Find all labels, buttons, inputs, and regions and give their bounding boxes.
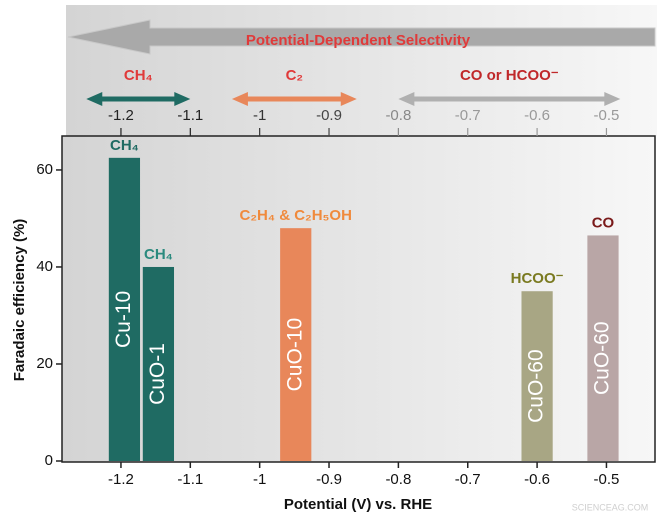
x-axis-label: Potential (V) vs. RHE xyxy=(284,496,432,513)
bar xyxy=(142,266,175,461)
bar-name: Cu-10 xyxy=(112,291,135,348)
product-label: CO xyxy=(592,214,615,231)
bar-name: CuO-60 xyxy=(525,349,548,423)
x-tick-label: -1 xyxy=(253,471,266,488)
x-tick-label: -1.2 xyxy=(108,471,134,488)
y-tick-label: 40 xyxy=(36,258,53,275)
range-label: C₂ xyxy=(286,67,304,84)
product-label: HCOO⁻ xyxy=(511,270,564,287)
bar xyxy=(587,235,619,461)
x-tick-label: -0.8 xyxy=(385,471,411,488)
bar-name: CuO-60 xyxy=(591,321,614,395)
bar-name: CuO-10 xyxy=(283,318,306,392)
top-tick-label: -1.1 xyxy=(177,107,203,124)
x-tick-label: -0.6 xyxy=(524,471,550,488)
top-tick-label: -1 xyxy=(253,107,266,124)
top-panel xyxy=(66,5,657,136)
y-tick-label: 60 xyxy=(36,161,53,178)
range-arrow xyxy=(86,92,191,106)
top-tick-label: -0.5 xyxy=(594,107,620,124)
y-axis-label: Faradaic efficiency (%) xyxy=(11,219,28,382)
range-label: CO or HCOO⁻ xyxy=(460,67,559,84)
range-arrow xyxy=(398,92,621,106)
bar xyxy=(108,157,141,461)
selectivity-arrow xyxy=(67,19,656,55)
x-tick-label: -0.5 xyxy=(594,471,620,488)
bar-name: CuO-1 xyxy=(146,343,169,405)
bar xyxy=(280,228,312,461)
range-arrow xyxy=(231,92,357,106)
y-tick-label: 20 xyxy=(36,355,53,372)
top-tick-label: -1.2 xyxy=(108,107,134,124)
top-tick-label: -0.8 xyxy=(385,107,411,124)
panel-title: Potential-Dependent Selectivity xyxy=(246,32,471,49)
watermark: SCIENCEAG.COM xyxy=(572,502,649,512)
x-tick-label: -0.9 xyxy=(316,471,342,488)
product-label: CH₄ xyxy=(110,137,139,154)
top-tick-label: -0.7 xyxy=(455,107,481,124)
x-tick-label: -0.7 xyxy=(455,471,481,488)
top-tick-label: -0.9 xyxy=(316,107,342,124)
x-tick-label: -1.1 xyxy=(177,471,203,488)
product-label: C₂H₄ & C₂H₅OH xyxy=(240,207,352,224)
range-label: CH₄ xyxy=(124,67,153,84)
bar xyxy=(521,291,553,461)
top-tick-label: -0.6 xyxy=(524,107,550,124)
y-tick-label: 0 xyxy=(45,452,53,469)
product-label: CH₄ xyxy=(144,246,173,263)
